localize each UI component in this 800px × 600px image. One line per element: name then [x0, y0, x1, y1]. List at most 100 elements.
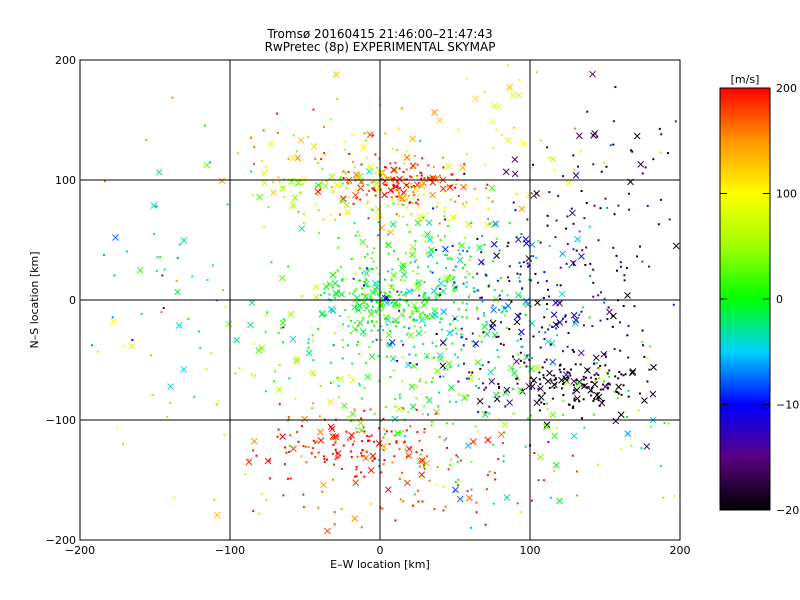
data-point-x — [450, 213, 457, 221]
data-point-x — [446, 329, 454, 337]
data-point — [317, 161, 320, 164]
chart-subtitle: RwPretec (8p) EXPERIMENTAL SKYMAP — [265, 40, 496, 54]
data-point-x — [396, 175, 403, 183]
data-point-x — [509, 91, 516, 99]
data-point — [468, 246, 471, 249]
data-point — [499, 276, 502, 279]
data-point — [340, 508, 343, 511]
data-point — [347, 171, 350, 174]
data-point-x — [384, 486, 392, 493]
data-point — [270, 261, 273, 264]
data-point — [575, 470, 578, 473]
data-point — [426, 212, 429, 215]
data-point-x — [476, 397, 484, 405]
data-point-x — [258, 344, 266, 352]
data-point — [400, 340, 403, 343]
data-point-x — [416, 457, 424, 465]
data-point — [435, 176, 438, 179]
data-point — [420, 174, 423, 177]
data-point-x — [175, 322, 183, 329]
data-point-x — [233, 336, 241, 344]
colorbar-tick-label: −200 — [776, 504, 800, 517]
data-point — [321, 167, 324, 170]
data-point — [423, 428, 426, 431]
data-point — [407, 411, 410, 414]
data-point — [567, 332, 570, 335]
data-point — [498, 418, 501, 421]
data-point — [377, 293, 380, 296]
data-point — [378, 427, 381, 430]
data-point — [378, 459, 381, 462]
data-point — [435, 249, 438, 252]
data-point — [332, 191, 335, 194]
data-point-x — [290, 154, 297, 162]
data-point — [382, 463, 385, 466]
data-point — [573, 168, 576, 171]
data-point — [383, 291, 386, 294]
data-point — [398, 298, 401, 301]
data-point — [598, 368, 601, 371]
data-point — [418, 294, 421, 297]
data-point — [477, 411, 480, 414]
data-point-x — [511, 170, 519, 178]
data-point — [454, 265, 457, 268]
data-point-x — [413, 306, 421, 313]
data-point — [381, 171, 384, 174]
data-point — [161, 274, 164, 277]
data-point — [382, 417, 385, 420]
data-point — [377, 355, 380, 358]
data-point — [265, 499, 268, 502]
data-point-x — [600, 350, 608, 358]
data-point-x — [534, 299, 541, 307]
data-point — [508, 265, 511, 268]
data-point — [412, 201, 415, 204]
data-point — [341, 279, 344, 282]
data-point — [155, 270, 158, 273]
data-point — [373, 440, 376, 443]
data-point — [354, 475, 357, 478]
data-point — [321, 490, 324, 493]
data-point-x — [333, 181, 341, 189]
data-point — [358, 420, 361, 423]
data-point — [353, 440, 356, 443]
data-point-x — [279, 433, 287, 440]
data-point — [479, 367, 482, 370]
data-point — [436, 284, 439, 287]
data-point — [358, 299, 361, 302]
data-point — [395, 213, 398, 216]
data-point — [548, 157, 551, 160]
data-point — [583, 385, 586, 388]
data-point — [449, 184, 452, 187]
data-point-x — [481, 411, 489, 418]
colorbar-tick-label: 100 — [776, 188, 797, 201]
data-point — [448, 463, 451, 466]
data-point — [630, 444, 633, 447]
data-point — [475, 501, 478, 504]
data-point-x — [574, 235, 581, 243]
data-point — [391, 320, 394, 323]
data-point-x — [633, 132, 641, 140]
data-point — [424, 331, 427, 334]
data-point — [489, 325, 492, 328]
data-point — [544, 331, 547, 334]
data-point — [385, 294, 388, 297]
data-point — [516, 235, 519, 238]
data-point — [449, 198, 452, 201]
data-point — [466, 490, 469, 493]
data-point — [534, 272, 537, 275]
data-point-x — [363, 304, 370, 312]
data-point — [390, 284, 393, 287]
data-point — [391, 198, 394, 201]
data-point-x — [338, 291, 346, 298]
data-point-x — [533, 190, 541, 197]
data-point — [442, 191, 445, 194]
data-point — [355, 288, 358, 291]
data-point — [623, 274, 626, 277]
data-point — [371, 187, 374, 190]
data-point — [517, 353, 520, 356]
data-point — [599, 388, 602, 391]
data-point — [397, 258, 400, 261]
data-point-x — [537, 453, 544, 461]
data-point — [402, 308, 405, 311]
data-point — [408, 316, 411, 319]
